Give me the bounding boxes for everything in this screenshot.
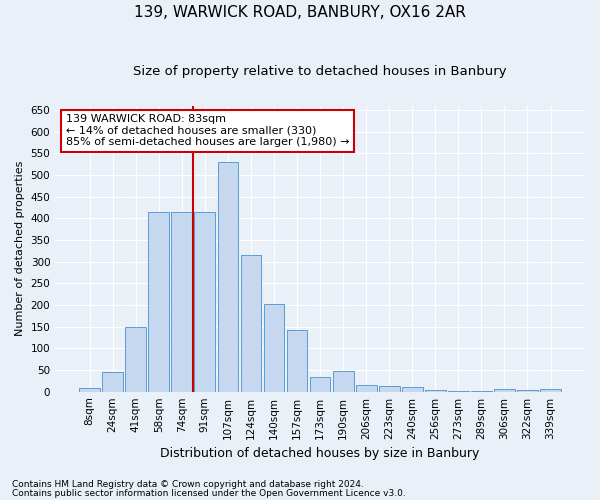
Bar — [218, 162, 238, 392]
Bar — [448, 391, 469, 392]
Bar — [172, 212, 192, 392]
Bar — [540, 388, 561, 392]
Bar — [287, 330, 307, 392]
Bar — [79, 388, 100, 392]
Y-axis label: Number of detached properties: Number of detached properties — [15, 161, 25, 336]
Bar — [125, 326, 146, 392]
X-axis label: Distribution of detached houses by size in Banbury: Distribution of detached houses by size … — [160, 447, 480, 460]
Text: 139, WARWICK ROAD, BANBURY, OX16 2AR: 139, WARWICK ROAD, BANBURY, OX16 2AR — [134, 5, 466, 20]
Bar — [333, 371, 353, 392]
Bar — [471, 391, 492, 392]
Bar — [102, 372, 123, 392]
Bar — [494, 389, 515, 392]
Title: Size of property relative to detached houses in Banbury: Size of property relative to detached ho… — [133, 65, 507, 78]
Bar — [402, 388, 422, 392]
Text: Contains public sector information licensed under the Open Government Licence v3: Contains public sector information licen… — [12, 488, 406, 498]
Bar — [148, 212, 169, 392]
Bar — [194, 212, 215, 392]
Bar — [425, 390, 446, 392]
Bar — [263, 304, 284, 392]
Bar — [356, 385, 377, 392]
Bar — [310, 378, 331, 392]
Bar — [241, 255, 262, 392]
Text: Contains HM Land Registry data © Crown copyright and database right 2024.: Contains HM Land Registry data © Crown c… — [12, 480, 364, 489]
Bar — [517, 390, 538, 392]
Text: 139 WARWICK ROAD: 83sqm
← 14% of detached houses are smaller (330)
85% of semi-d: 139 WARWICK ROAD: 83sqm ← 14% of detache… — [66, 114, 349, 148]
Bar — [379, 386, 400, 392]
